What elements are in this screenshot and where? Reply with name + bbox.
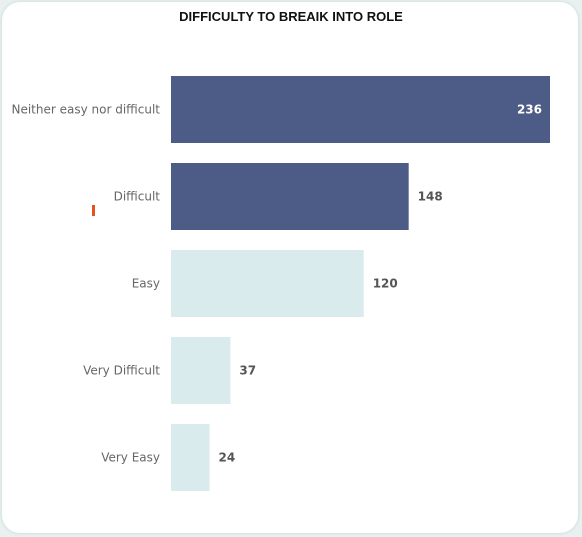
chart-title: DIFFICULTY TO BREAIK INTO ROLE: [179, 9, 403, 24]
bar-difficult[interactable]: [171, 163, 409, 230]
orange-marker: [92, 205, 95, 216]
value-label-very-easy: 24: [219, 451, 236, 465]
category-label-easy: Easy: [132, 277, 160, 291]
category-label-difficult: Difficult: [114, 190, 161, 204]
bar-very-easy[interactable]: [171, 424, 210, 491]
bar-very-difficult[interactable]: [171, 337, 231, 404]
value-label-neither-easy-nor-difficult: 236: [517, 103, 542, 117]
category-label-neither-easy-nor-difficult: Neither easy nor difficult: [11, 103, 160, 117]
category-label-very-difficult: Very Difficult: [83, 364, 160, 378]
bar-easy[interactable]: [171, 250, 364, 317]
value-label-difficult: 148: [418, 190, 443, 204]
value-label-very-difficult: 37: [239, 364, 256, 378]
bar-neither-easy-nor-difficult[interactable]: [171, 76, 550, 143]
value-label-easy: 120: [373, 277, 398, 291]
category-label-very-easy: Very Easy: [101, 451, 160, 465]
